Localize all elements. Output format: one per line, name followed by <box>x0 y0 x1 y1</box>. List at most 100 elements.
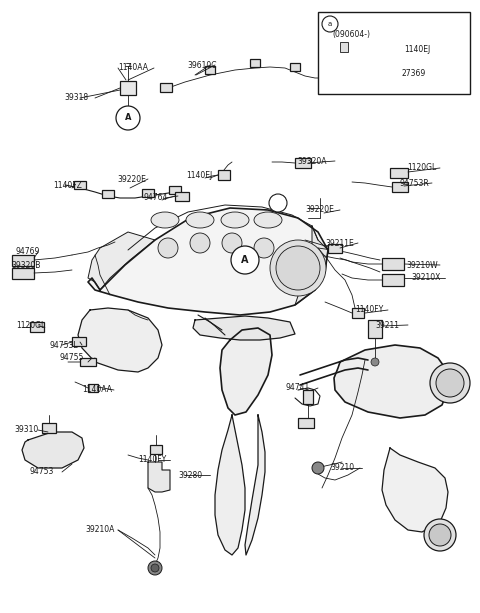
Bar <box>160 83 172 92</box>
Bar <box>290 63 300 71</box>
Text: a: a <box>276 199 280 207</box>
Text: 1140EJ: 1140EJ <box>186 170 212 180</box>
Text: 39210X: 39210X <box>411 273 440 283</box>
Text: 1140EJ: 1140EJ <box>404 45 430 55</box>
Text: 39610C: 39610C <box>187 61 216 69</box>
Bar <box>318 12 470 94</box>
Circle shape <box>371 358 379 366</box>
Text: 39210A: 39210A <box>85 525 114 535</box>
Circle shape <box>312 462 324 474</box>
Circle shape <box>269 194 287 212</box>
Text: 39320B: 39320B <box>11 261 40 270</box>
Bar <box>298 418 314 428</box>
Ellipse shape <box>151 212 179 228</box>
Ellipse shape <box>221 212 249 228</box>
Circle shape <box>151 564 159 572</box>
Text: 39210W: 39210W <box>406 261 438 270</box>
Text: 39320A: 39320A <box>297 156 326 166</box>
Polygon shape <box>245 415 265 555</box>
Bar <box>74 181 86 189</box>
Bar <box>42 423 56 433</box>
Polygon shape <box>334 345 448 418</box>
Polygon shape <box>88 208 328 315</box>
Bar <box>328 244 342 253</box>
Text: 94764: 94764 <box>143 194 168 202</box>
Bar <box>142 189 154 197</box>
Bar <box>352 308 364 318</box>
Polygon shape <box>78 308 162 372</box>
Bar <box>250 59 260 67</box>
Text: 39280: 39280 <box>178 471 202 479</box>
Circle shape <box>116 106 140 130</box>
Bar <box>382 274 404 286</box>
Circle shape <box>436 369 464 397</box>
Bar <box>340 42 348 52</box>
Circle shape <box>429 524 451 546</box>
Bar <box>392 182 408 192</box>
Circle shape <box>158 238 178 258</box>
Bar <box>169 186 181 194</box>
Bar <box>80 358 96 366</box>
Bar <box>88 384 98 392</box>
Bar <box>218 170 230 180</box>
Bar <box>205 66 215 74</box>
Text: 1120GL: 1120GL <box>407 164 436 172</box>
Bar <box>175 192 189 201</box>
Polygon shape <box>220 328 272 415</box>
Circle shape <box>148 561 162 575</box>
Polygon shape <box>148 462 170 492</box>
Text: 39318: 39318 <box>64 94 88 102</box>
Text: 1140FZ: 1140FZ <box>53 180 82 189</box>
Bar <box>382 258 404 270</box>
Bar <box>390 168 408 178</box>
Text: 94753L: 94753L <box>50 340 79 349</box>
Text: 94753R: 94753R <box>400 178 430 188</box>
Polygon shape <box>382 448 448 532</box>
Circle shape <box>231 246 259 274</box>
Bar <box>150 445 162 454</box>
Circle shape <box>322 16 338 32</box>
Circle shape <box>424 519 456 551</box>
Bar <box>120 81 136 95</box>
Polygon shape <box>22 432 84 468</box>
Polygon shape <box>295 226 328 305</box>
Circle shape <box>276 246 320 290</box>
Circle shape <box>254 238 274 258</box>
Bar <box>102 190 114 198</box>
Bar <box>12 255 34 266</box>
Bar <box>303 390 313 404</box>
Text: 39220E: 39220E <box>117 175 146 183</box>
Ellipse shape <box>254 212 282 228</box>
Ellipse shape <box>186 212 214 228</box>
Text: a: a <box>328 21 332 27</box>
Polygon shape <box>88 232 155 290</box>
Text: 94753: 94753 <box>30 468 54 476</box>
Polygon shape <box>193 316 295 340</box>
Text: 39211E: 39211E <box>325 238 354 248</box>
Bar <box>368 320 382 338</box>
Text: 1120GL: 1120GL <box>16 321 45 330</box>
Text: 1140FY: 1140FY <box>138 455 166 465</box>
Circle shape <box>222 233 242 253</box>
Bar <box>72 337 86 346</box>
Text: 39220E: 39220E <box>305 205 334 215</box>
Circle shape <box>190 233 210 253</box>
Circle shape <box>270 240 326 296</box>
Text: 1140AA: 1140AA <box>82 386 112 395</box>
Text: A: A <box>241 255 249 265</box>
Polygon shape <box>215 415 245 555</box>
Bar <box>295 158 311 168</box>
Text: 39210: 39210 <box>330 463 354 473</box>
Text: 39211: 39211 <box>375 321 399 330</box>
Text: 1140AA: 1140AA <box>118 64 148 72</box>
Text: 1140FY: 1140FY <box>355 305 383 314</box>
Text: 94755: 94755 <box>60 354 84 362</box>
Circle shape <box>430 363 470 403</box>
Text: 39310: 39310 <box>14 425 38 435</box>
Text: 27369: 27369 <box>402 69 426 78</box>
Text: A: A <box>125 113 131 123</box>
Text: (090604-): (090604-) <box>332 29 370 39</box>
Bar <box>30 322 44 332</box>
Text: 94769: 94769 <box>16 248 40 256</box>
Text: 94741: 94741 <box>286 384 310 392</box>
